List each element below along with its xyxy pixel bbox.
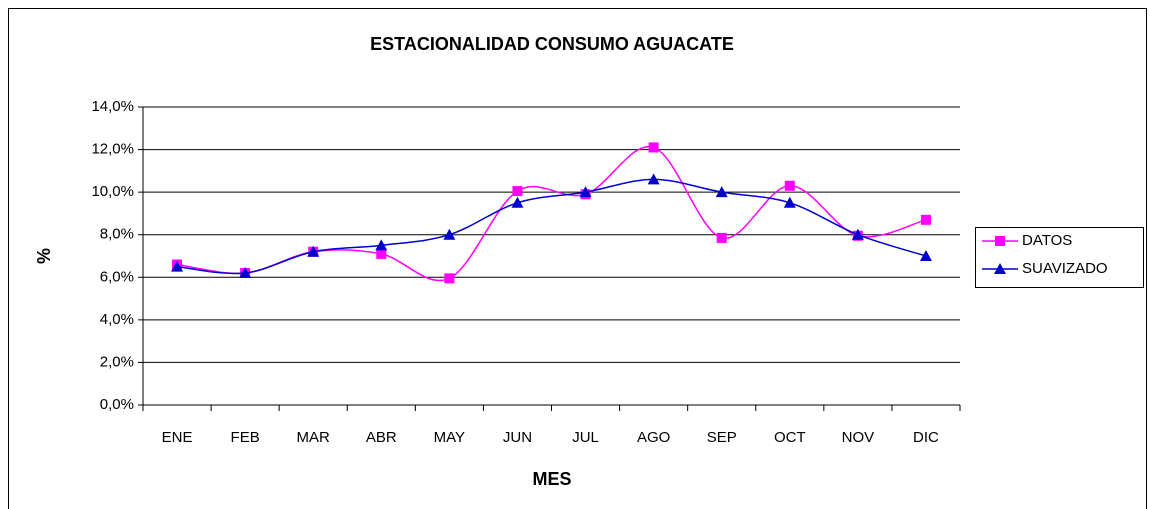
- data-point: [375, 239, 388, 251]
- legend-marker: [994, 263, 1006, 274]
- y-tick-label: 0,0%: [100, 396, 134, 413]
- data-point: [171, 260, 184, 272]
- x-tick-label: JUN: [503, 429, 532, 446]
- chart-frame: [8, 8, 1147, 509]
- y-tick-label: 8,0%: [100, 226, 134, 243]
- data-point: [783, 196, 796, 208]
- data-point: [307, 245, 320, 257]
- data-point: [579, 186, 592, 198]
- x-tick-label: NOV: [842, 429, 875, 446]
- data-point: [919, 250, 932, 261]
- y-tick-label: 4,0%: [100, 311, 134, 328]
- data-point: [715, 186, 728, 198]
- y-tick-label: 6,0%: [100, 268, 134, 285]
- x-tick-label: ABR: [366, 429, 397, 446]
- y-axis-label: %: [34, 248, 54, 264]
- y-tick-label: 12,0%: [91, 141, 134, 158]
- data-point: [920, 214, 931, 225]
- x-tick-label: MAY: [434, 429, 465, 446]
- x-tick-label: AGO: [637, 429, 670, 446]
- legend-label: DATOS: [1022, 232, 1072, 249]
- data-point: [648, 142, 659, 153]
- y-tick-label: 14,0%: [91, 98, 134, 115]
- x-tick-label: DIC: [913, 429, 939, 446]
- chart-title: ESTACIONALIDAD CONSUMO AGUACATE: [370, 34, 734, 54]
- y-tick-label: 2,0%: [100, 353, 134, 370]
- x-tick-label: ENE: [162, 429, 193, 446]
- legend-label: SUAVIZADO: [1022, 260, 1108, 277]
- data-point: [716, 232, 727, 243]
- x-tick-label: MAR: [297, 429, 331, 446]
- data-point: [443, 228, 456, 240]
- x-tick-label: JUL: [572, 429, 599, 446]
- legend-marker: [995, 236, 1005, 246]
- data-point: [784, 180, 795, 191]
- data-point: [511, 196, 524, 208]
- x-tick-label: OCT: [774, 429, 806, 446]
- data-point: [239, 267, 252, 279]
- x-tick-label: SEP: [707, 429, 737, 446]
- x-axis-label: MES: [532, 469, 571, 489]
- data-point: [647, 173, 660, 185]
- x-tick-label: FEB: [231, 429, 260, 446]
- data-point: [444, 273, 455, 284]
- data-point: [376, 248, 387, 259]
- data-point: [512, 186, 523, 197]
- y-tick-label: 10,0%: [91, 183, 134, 200]
- series-line: [176, 178, 927, 275]
- data-point: [851, 228, 864, 240]
